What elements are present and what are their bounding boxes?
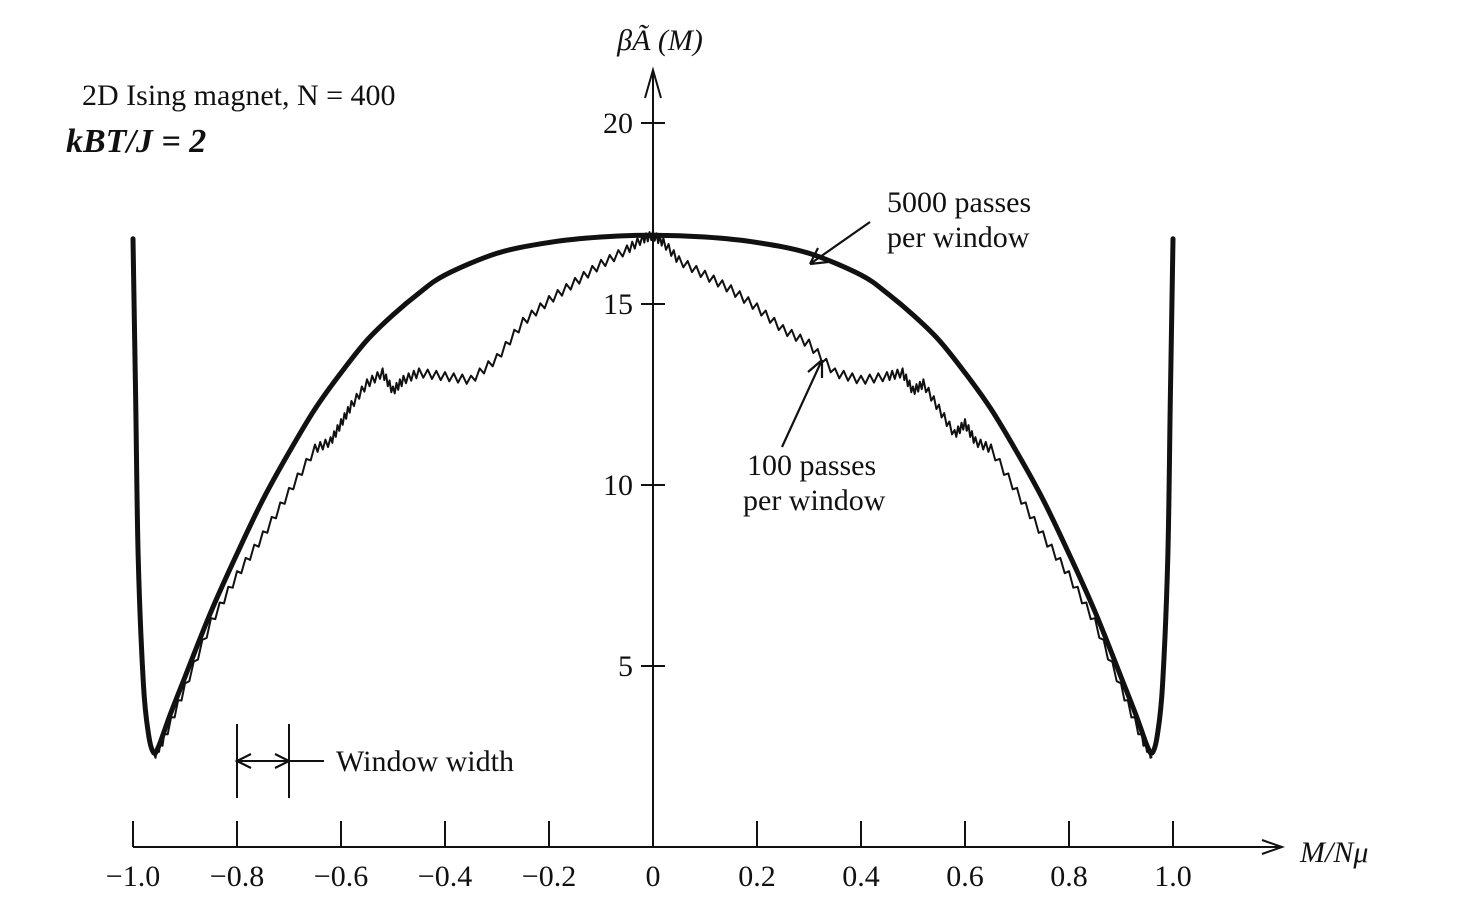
- y-tick-label: 10: [603, 469, 633, 502]
- series-line-100-passes: [152, 229, 1153, 759]
- x-tick-label: 1.0: [1154, 860, 1192, 893]
- x-tick-label: 0.4: [842, 860, 880, 893]
- x-tick-label: 0.8: [1050, 860, 1088, 893]
- y-tick-label: 5: [618, 650, 633, 683]
- x-axis-arrowhead: [1261, 839, 1286, 855]
- y-ticks: 5 10 15 20: [603, 107, 665, 683]
- annotation-window-width: Window width: [336, 745, 514, 778]
- annotation-temperature: kBT/J = 2: [66, 123, 206, 160]
- y-tick-label: 15: [603, 288, 633, 321]
- x-tick-label: 0.6: [946, 860, 984, 893]
- x-tick-label: −0.8: [210, 860, 264, 893]
- y-tick-label: 20: [603, 107, 633, 140]
- series-line-5000-passes: [130, 232, 1176, 756]
- arrow-100-label: [781, 359, 824, 448]
- arrow-5000-label: [809, 221, 871, 266]
- annotation-system: 2D Ising magnet, N = 400: [82, 79, 396, 112]
- annotation-5000-line1: 5000 passes: [887, 186, 1031, 219]
- annotation-100-line2: per window: [743, 484, 886, 517]
- x-tick-label: −0.6: [314, 860, 368, 893]
- y-axis-label: βÃ (M): [616, 24, 703, 57]
- x-tick-label: 0.2: [738, 860, 776, 893]
- window-width-marker: [234, 724, 324, 798]
- x-tick-label: −1.0: [106, 860, 160, 893]
- x-tick-label: −0.4: [418, 860, 472, 893]
- annotation-100-line1: 100 passes: [747, 449, 876, 482]
- annotation-5000-line2: per window: [887, 221, 1030, 254]
- x-tick-label: 0: [646, 860, 661, 893]
- x-tick-label: −0.2: [522, 860, 576, 893]
- x-axis-label: M/Nμ: [1299, 836, 1368, 869]
- y-axis-arrowhead: [644, 66, 662, 99]
- x-ticks: −1.0 −0.8 −0.6 −0.4 −0.2 0 0.2 0.4 0.6 0.8 1.0: [106, 821, 1192, 893]
